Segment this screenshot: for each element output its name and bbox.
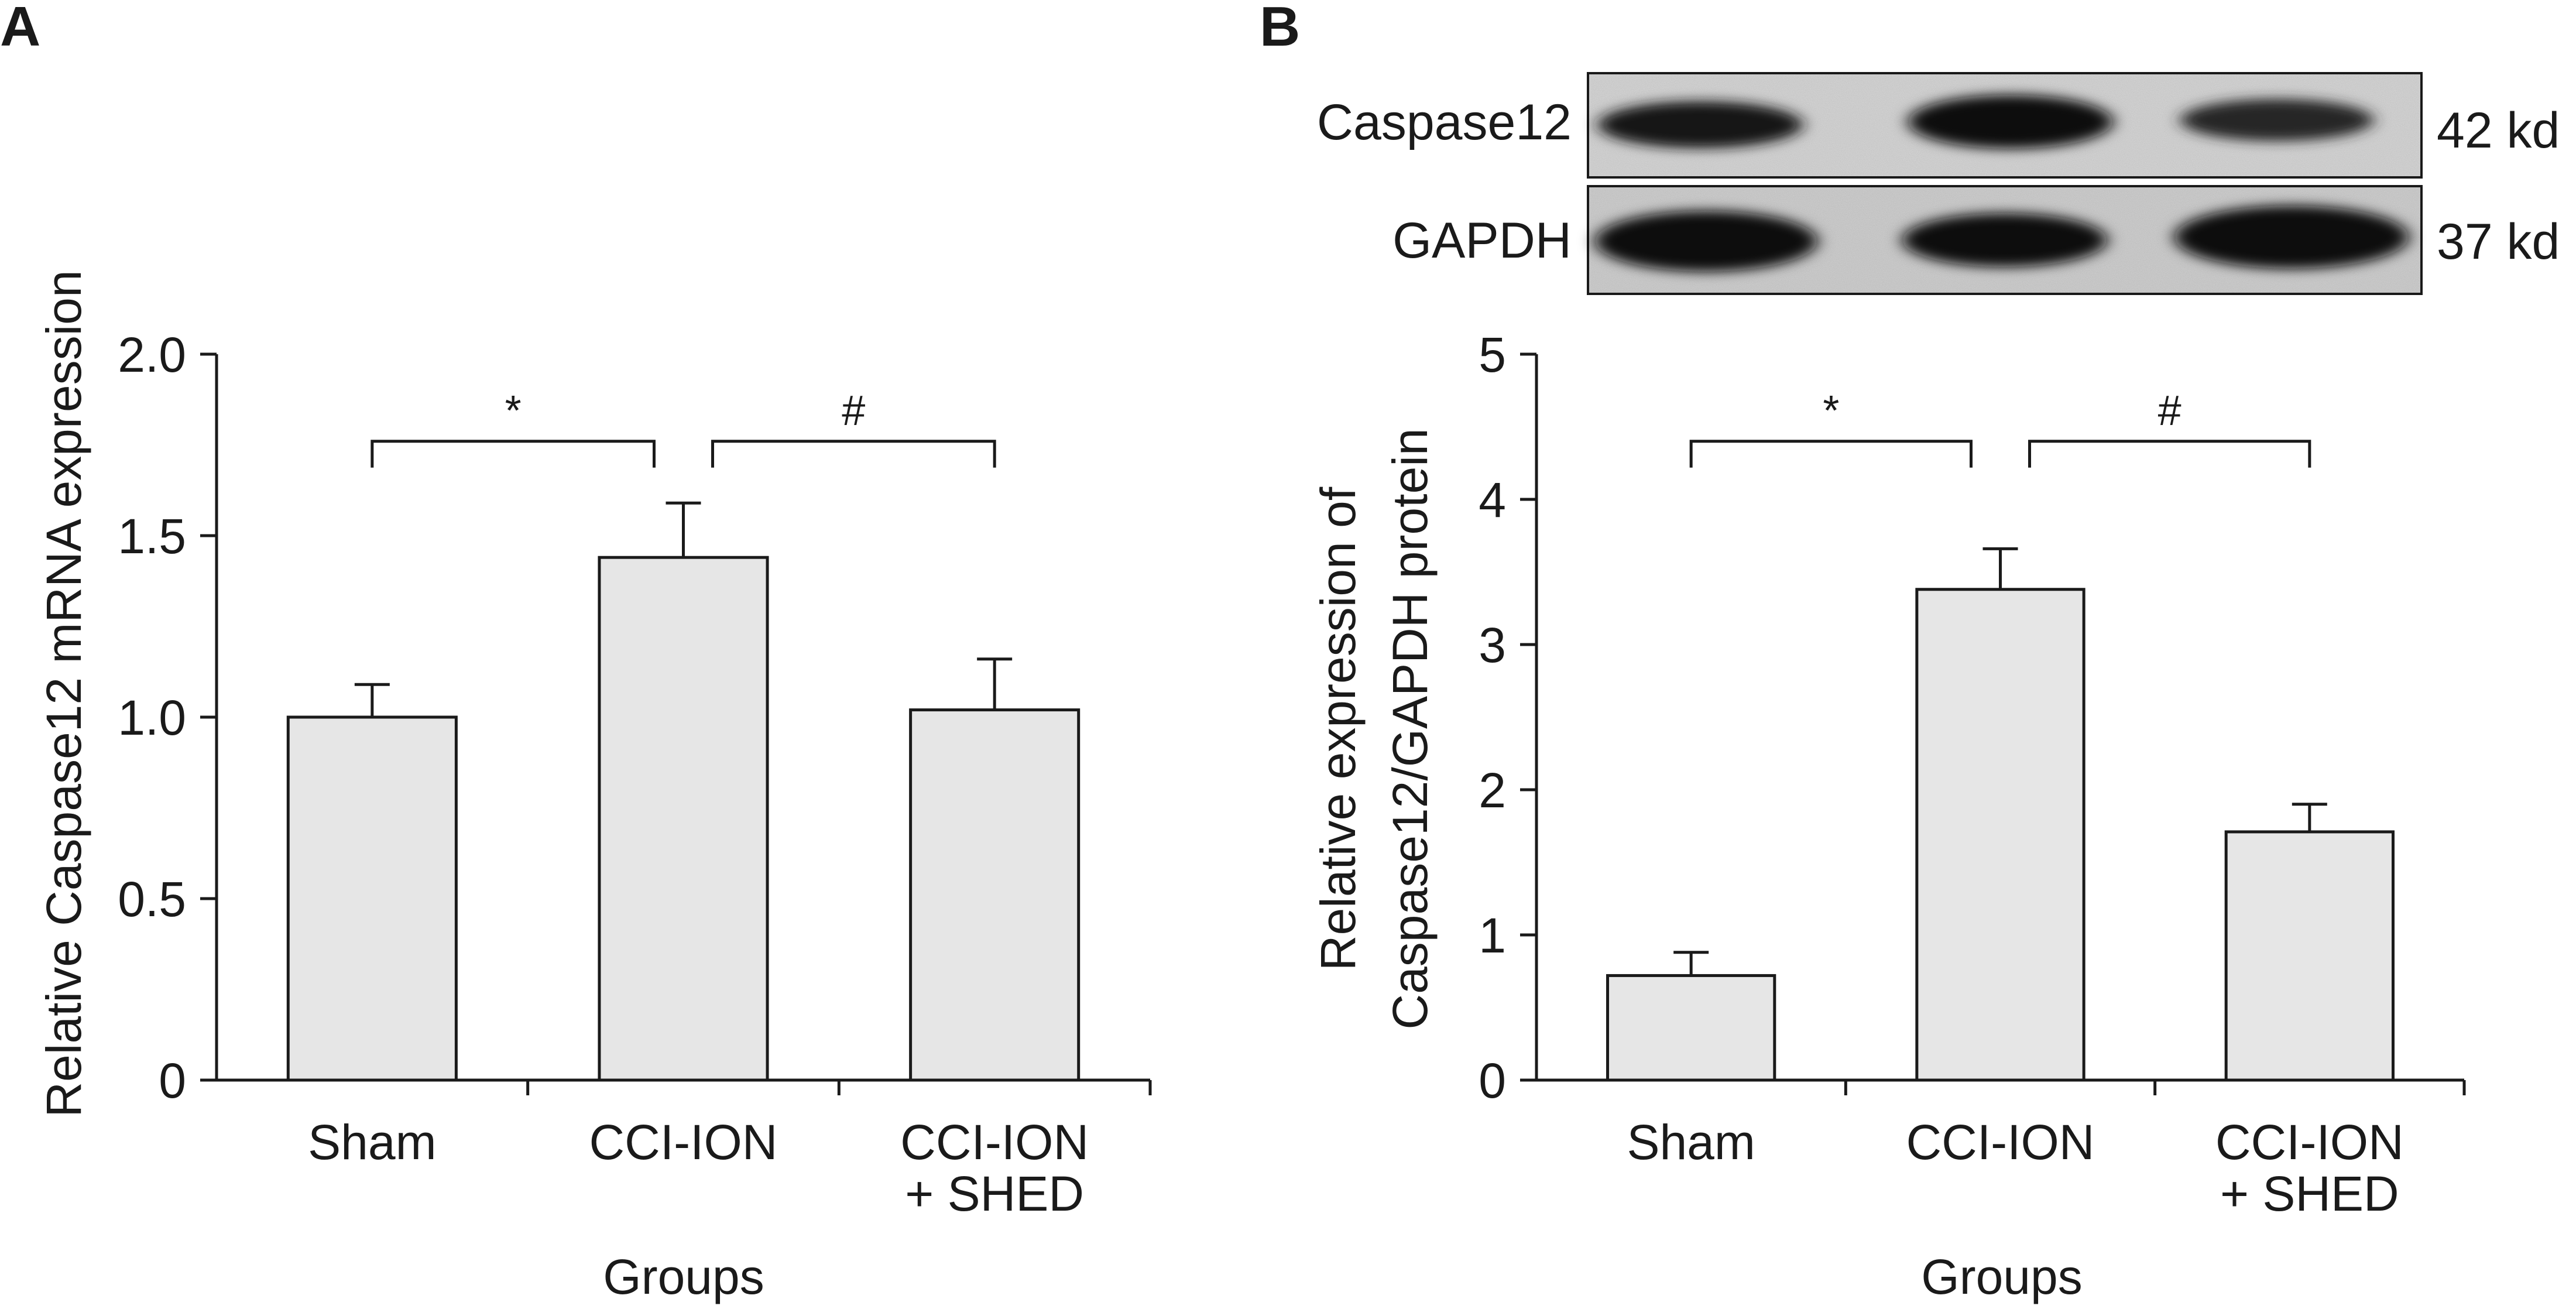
bar	[598, 556, 769, 1082]
significance-bracket	[2028, 440, 2311, 468]
blot-label-gapdh: GAPDH	[1392, 213, 1572, 269]
y-tick-label: 4	[1479, 472, 1506, 527]
significance-bracket	[711, 440, 996, 468]
significance-marker: #	[2158, 388, 2181, 434]
x-category-label: CCI-ION	[589, 1115, 778, 1170]
x-category-label: CCI-ION	[2215, 1115, 2404, 1170]
x-axis-label: Groups	[1921, 1249, 2082, 1304]
x-category-label: + SHED	[2220, 1166, 2399, 1221]
blot-band	[1902, 213, 2107, 267]
blot-band	[1595, 211, 1817, 272]
y-axis-label: Relative expression of	[1311, 486, 1366, 971]
x-category-label: CCI-ION	[900, 1115, 1089, 1170]
significance-bracket	[1689, 440, 1973, 468]
panel-letter-a: A	[0, 0, 40, 58]
y-tick-label: 0	[1479, 1053, 1506, 1108]
significance-marker: *	[505, 388, 522, 434]
y-axis-label: Relative Caspase12 mRNA expression	[36, 270, 91, 1117]
blot-size-gapdh: 37 kd	[2437, 214, 2560, 270]
y-tick-label: 5	[1479, 327, 1506, 382]
y-tick-label: 1.0	[118, 690, 186, 745]
y-tick-label: 2	[1479, 763, 1506, 818]
x-category-label: CCI-ION	[1906, 1115, 2095, 1170]
bar	[909, 708, 1081, 1082]
bar	[286, 715, 458, 1082]
y-tick-label: 3	[1479, 618, 1506, 673]
significance-marker: #	[842, 388, 865, 434]
western-blot: Caspase12 GAPDH 42 kd 37 kd	[1317, 72, 2560, 295]
x-category-label: Sham	[1627, 1115, 1755, 1170]
y-tick-label: 1.5	[118, 509, 186, 564]
bar	[1606, 974, 1776, 1082]
y-tick-label: 2.0	[118, 327, 186, 382]
y-tick-label: 0.5	[118, 872, 186, 927]
y-tick-label: 0	[159, 1053, 186, 1108]
blot-band	[2174, 205, 2409, 269]
bar	[2224, 830, 2395, 1082]
x-axis-label: Groups	[603, 1249, 764, 1304]
blot-label-caspase12: Caspase12	[1317, 94, 1572, 150]
y-tick-label: 1	[1479, 908, 1506, 963]
significance-marker: *	[1823, 388, 1839, 434]
panel-letter-b: B	[1260, 0, 1300, 58]
blot-band	[1598, 101, 1803, 148]
x-category-label: + SHED	[905, 1166, 1084, 1221]
bar	[1915, 588, 2086, 1082]
x-category-label: Sham	[308, 1115, 436, 1170]
y-axis-label: Caspase12/GAPDH protein	[1383, 428, 1438, 1029]
blot-band	[1908, 95, 2113, 149]
blot-size-caspase12: 42 kd	[2437, 102, 2560, 159]
blot-band	[2180, 99, 2373, 141]
significance-bracket	[371, 440, 656, 468]
